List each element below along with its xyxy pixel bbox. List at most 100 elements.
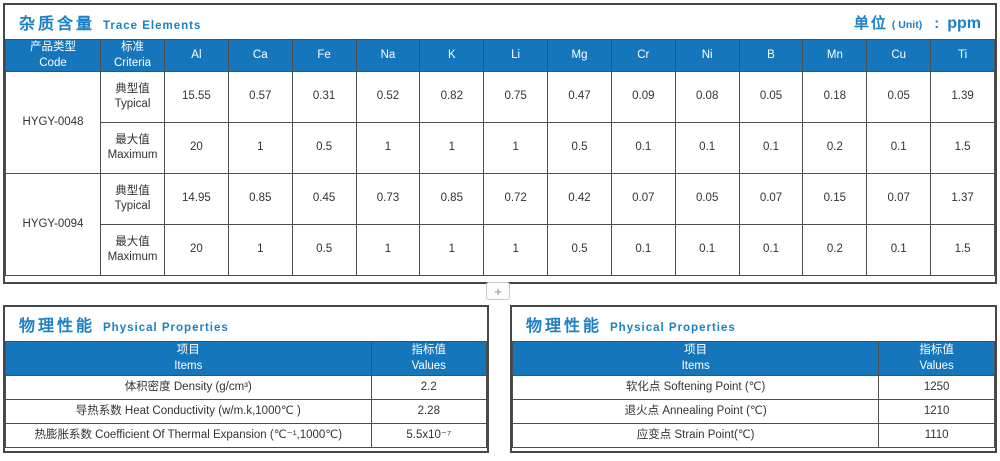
table-row: 最大值 Maximum 20 1 0.5 1 1 1 0.5 0.1 0.1 0… [6,122,995,175]
criteria-label-zh: 典型值 [115,184,150,197]
item-cell: 退火点 Annealing Point (℃) [511,399,880,424]
value-cell: 0.45 [291,173,357,226]
element-col-header: Al [164,38,229,73]
criteria-label-en: Typical [114,200,151,213]
physical-right-title-en: Physical Properties [610,322,736,334]
trace-elements-titlebar: 杂质含量 Trace Elements 单位 ( Unit) : ppm [5,5,995,39]
element-col-header: Cr [610,38,676,73]
value-cell: 1 [355,122,421,175]
value-cell: 0.1 [674,122,740,175]
value-cell: 0.05 [738,71,804,124]
trace-header-row: 产品类型 Code 标准 Criteria Al Ca Fe Na K Li M… [5,38,995,73]
value-cell: 1.37 [930,173,995,226]
col-header-criteria: 标准 Criteria [100,38,165,73]
value-cell: 0.47 [547,71,612,124]
item-cell: 体积密度 Density (g/cm³) [5,375,372,400]
col-header-criteria-en: Criteria [113,56,152,69]
expand-plus-button[interactable]: + [486,282,510,300]
physical-properties-right-section: 物理性能 Physical Properties 项目 Items 指标值 Va… [510,305,997,453]
value-cell: 20 [164,122,229,175]
physical-left-title: 物理性能 Physical Properties [19,312,229,336]
value-cell: 1 [483,122,549,175]
col-header-values-zh: 指标值 [411,343,447,356]
criteria-label-zh: 最大值 [115,133,150,146]
value-cell: 1 [355,224,421,277]
value-cell: 1210 [878,399,995,424]
value-cell: 15.55 [164,71,229,124]
physical-properties-left-section: 物理性能 Physical Properties 项目 Items 指标值 Va… [3,305,489,453]
value-cell: 0.08 [674,71,740,124]
value-cell: 0.5 [291,224,357,277]
value-cell: 0.73 [355,173,421,226]
value-cell: 0.09 [610,71,676,124]
value-cell: 0.1 [738,122,804,175]
criteria-cell: 最大值 Maximum [100,224,165,277]
col-header-items-en: Items [174,359,203,372]
physical-right-titlebar: 物理性能 Physical Properties [512,307,995,341]
trace-elements-section: 杂质含量 Trace Elements 单位 ( Unit) : ppm 产品类… [3,3,997,284]
value-cell: 0.05 [674,173,740,226]
physical-right-title: 物理性能 Physical Properties [526,312,736,336]
value-cell: 0.2 [802,122,868,175]
value-cell: 0.5 [547,224,612,277]
table-row: 应变点 Strain Point(℃) 1110 [511,423,995,448]
criteria-label-en: Typical [114,98,151,111]
element-col-header: Mg [547,38,612,73]
value-cell: 1 [483,224,549,277]
col-header-values-zh: 指标值 [919,343,954,356]
col-header-values-en: Values [411,359,446,372]
value-cell: 0.5 [547,122,612,175]
criteria-cell: 典型值 Typical [100,173,165,226]
element-col-header: Fe [291,38,357,73]
value-cell: 20 [164,224,229,277]
trace-elements-table: 产品类型 Code 标准 Criteria Al Ca Fe Na K Li M… [5,38,995,277]
value-cell: 0.07 [866,173,932,226]
value-cell: 0.1 [610,122,676,175]
value-cell: 0.42 [547,173,612,226]
criteria-label-en: Maximum [107,149,158,162]
item-cell: 导热系数 Heat Conductivity (w/m.k,1000℃ ) [5,399,372,424]
value-cell: 0.82 [419,71,485,124]
criteria-cell: 典型值 Typical [100,71,165,124]
unit-label-zh: 单位 [853,14,888,32]
value-cell: 0.85 [419,173,485,226]
col-header-items: 项目 Items [5,341,372,376]
phys-header-row: 项目 Items 指标值 Values [5,341,488,376]
value-cell: 2.2 [370,375,488,400]
physical-right-title-zh: 物理性能 [526,318,603,335]
value-cell: 1 [419,224,485,277]
table-row: HYGY-0048 典型值 Typical 15.55 0.57 0.31 0.… [5,71,995,175]
criteria-label-zh: 典型值 [115,82,150,95]
value-cell: 0.5 [291,122,357,175]
criteria-label-en: Maximum [107,251,158,264]
physical-left-titlebar: 物理性能 Physical Properties [5,307,487,341]
table-row: 热膨胀系数 Coefficient Of Thermal Expansion (… [5,423,488,448]
phys-header-row: 项目 Items 指标值 Values [511,341,995,376]
trace-title-en: Trace Elements [103,20,202,32]
physical-left-title-zh: 物理性能 [19,318,96,335]
value-cell: 0.05 [866,71,932,124]
col-header-code: 产品类型 Code [5,38,101,73]
unit-colon: : [934,14,940,32]
col-header-items: 项目 Items [511,341,880,376]
col-header-values: 指标值 Values [878,341,995,376]
value-cell: 1.39 [930,71,995,124]
product-code-cell: HYGY-0094 [5,173,101,277]
value-cell: 1250 [878,375,995,400]
element-col-header: Ca [227,38,293,73]
value-cell: 1110 [878,423,995,448]
item-cell: 应变点 Strain Point(℃) [511,423,880,448]
element-col-header: Ti [930,38,995,73]
product-code-cell: HYGY-0048 [5,71,101,175]
physical-left-title-en: Physical Properties [103,322,229,334]
item-cell: 软化点 Softening Point (℃) [511,375,880,400]
element-col-header: Mn [802,38,868,73]
col-header-values: 指标值 Values [370,341,488,376]
value-cell: 0.85 [227,173,293,226]
value-cell: 0.07 [738,173,804,226]
unit-label-paren: ( Unit) [891,18,923,31]
value-cell: 2.28 [370,399,488,424]
col-header-code-zh: 产品类型 [30,41,76,53]
value-cell: 0.1 [674,224,740,277]
table-row: 导热系数 Heat Conductivity (w/m.k,1000℃ ) 2.… [5,399,488,424]
